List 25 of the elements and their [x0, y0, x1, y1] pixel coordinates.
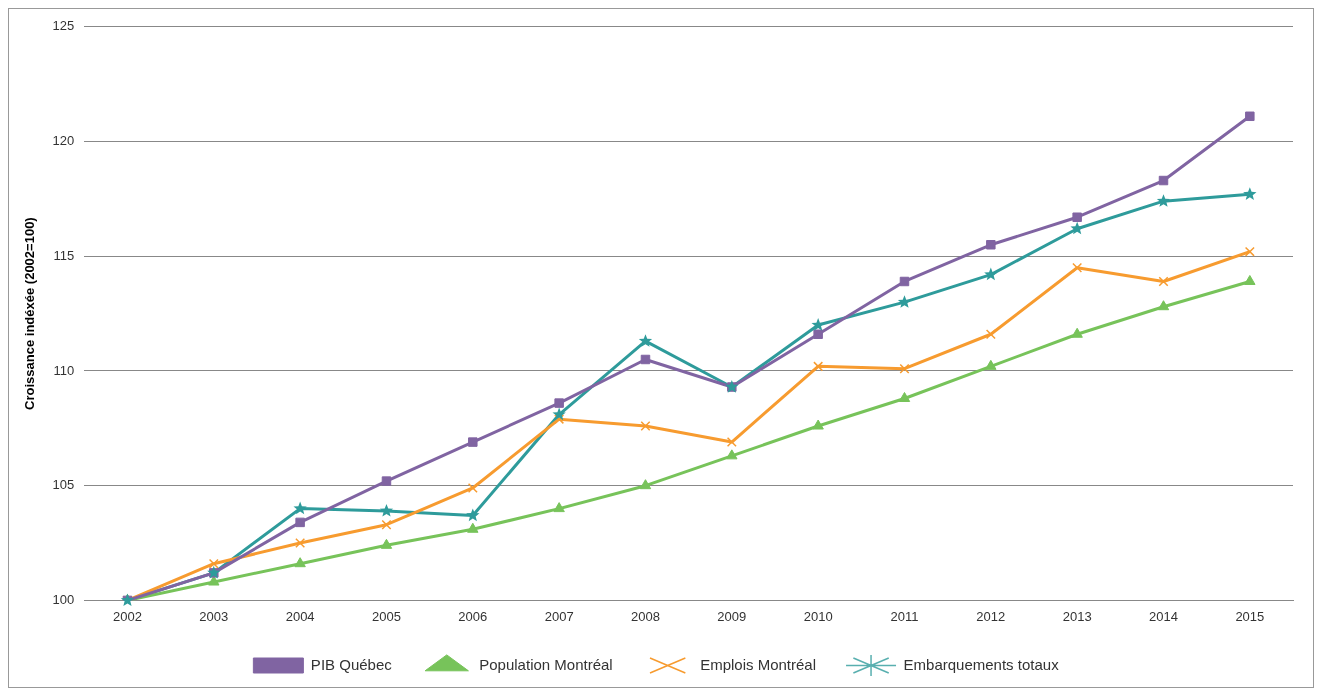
legend-label: Embarquements totaux — [903, 655, 1060, 673]
x-tick-label: 2012 — [976, 608, 1006, 624]
y-tick-label: 115 — [53, 247, 75, 263]
x-tick-label: 2013 — [1062, 608, 1092, 624]
y-tick-label: 120 — [52, 133, 75, 149]
x-tick-label: 2007 — [544, 608, 574, 624]
x-tick-label: 2006 — [458, 608, 488, 624]
x-tick-label: 2003 — [199, 608, 229, 624]
y-tick-label: 125 — [52, 18, 75, 34]
y-tick-label: 100 — [52, 591, 75, 607]
legend-label: PIB Québec — [310, 655, 393, 673]
x-tick-label: 2009 — [717, 608, 747, 624]
y-axis-title: Croissance indéxée (2002=100) — [22, 217, 38, 410]
y-tick-label: 110 — [53, 362, 75, 378]
y-tick-label: 105 — [52, 477, 75, 493]
x-tick-label: 2011 — [890, 608, 919, 624]
x-tick-label: 2015 — [1235, 608, 1265, 624]
x-tick-label: 2008 — [631, 608, 660, 624]
x-tick-label: 2010 — [803, 608, 833, 624]
legend-label: Emplois Montréal — [700, 655, 817, 673]
x-tick-label: 2014 — [1149, 608, 1178, 624]
x-tick-label: 2005 — [372, 608, 401, 624]
x-tick-label: 2004 — [285, 608, 315, 624]
legend-label: Population Montréal — [479, 655, 613, 673]
x-tick-label: 2002 — [113, 608, 142, 624]
